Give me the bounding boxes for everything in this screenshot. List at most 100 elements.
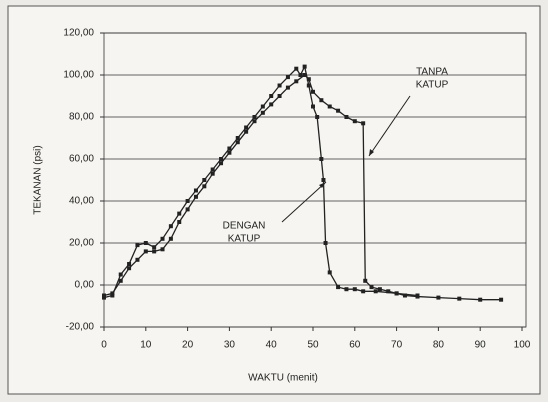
data-point	[193, 194, 198, 199]
annotation: TANPA	[416, 67, 448, 78]
data-point	[219, 157, 224, 161]
data-point	[210, 171, 215, 176]
y-axis-label: TEKANAN (psi)	[33, 145, 44, 214]
annotation-arrow	[368, 95, 411, 157]
annotation: KATUP	[416, 80, 449, 91]
data-point	[369, 285, 374, 290]
data-point	[311, 104, 315, 109]
x-tick-label: 80	[433, 340, 445, 351]
x-tick-label: 60	[349, 340, 361, 351]
data-point	[260, 110, 265, 115]
data-point	[285, 75, 290, 80]
data-point	[160, 236, 165, 241]
data-point	[352, 287, 357, 292]
data-point	[361, 289, 366, 294]
data-point	[118, 272, 123, 277]
x-tick-label: 70	[391, 340, 403, 351]
data-point	[143, 249, 148, 254]
data-point	[168, 224, 173, 229]
data-point	[235, 136, 240, 140]
data-point	[127, 262, 132, 266]
data-point	[344, 115, 349, 119]
data-point	[160, 247, 165, 252]
data-point	[269, 94, 274, 98]
y-tick-label: 100,00	[63, 70, 94, 81]
data-point	[135, 243, 140, 248]
data-point	[294, 66, 299, 71]
annotation-arrow	[281, 181, 327, 223]
data-point	[252, 119, 257, 124]
x-tick-label: 30	[224, 340, 236, 351]
data-point	[110, 291, 115, 296]
y-tick-label: 80,00	[69, 112, 94, 123]
data-point	[361, 121, 366, 126]
data-point	[252, 115, 257, 119]
data-point	[152, 245, 157, 250]
data-point	[285, 85, 290, 90]
data-point	[168, 236, 173, 241]
x-tick-label: 100	[514, 340, 531, 351]
x-axis-label: WAKTU (menit)	[248, 373, 318, 384]
data-point	[415, 293, 420, 298]
data-point	[457, 296, 462, 301]
data-point	[499, 297, 504, 302]
data-point	[127, 266, 132, 271]
data-point	[185, 207, 190, 212]
y-tick-label: 0,00	[75, 280, 95, 291]
data-point	[327, 270, 332, 275]
data-point	[336, 108, 341, 113]
data-point	[202, 178, 207, 182]
y-tick-label: 20,00	[69, 238, 94, 249]
data-point	[193, 188, 198, 193]
data-point	[102, 293, 106, 298]
data-point	[363, 278, 368, 283]
data-point	[302, 64, 307, 69]
data-point	[323, 241, 328, 245]
x-tick-label: 40	[266, 340, 278, 351]
y-tick-label: -20,00	[66, 322, 95, 333]
data-point	[302, 73, 307, 77]
annotation-arrowhead	[319, 182, 326, 188]
data-point	[177, 220, 182, 224]
data-point	[260, 104, 265, 109]
data-point	[177, 211, 182, 216]
annotation: DENGAN	[223, 221, 266, 232]
x-tick-label: 50	[307, 340, 319, 351]
data-point	[315, 115, 320, 119]
data-point	[244, 129, 249, 134]
data-point	[306, 77, 311, 82]
data-point	[352, 119, 357, 124]
data-point	[306, 83, 311, 88]
annotation-arrowhead	[369, 149, 374, 156]
data-point	[344, 287, 349, 292]
data-point	[321, 178, 326, 182]
data-point	[386, 289, 391, 294]
data-point	[277, 94, 282, 98]
data-point	[110, 293, 115, 298]
annotation: KATUP	[228, 234, 261, 245]
data-point	[377, 287, 382, 292]
data-point	[373, 289, 378, 294]
data-point	[298, 73, 303, 77]
data-point	[269, 102, 274, 107]
data-point	[235, 140, 240, 145]
data-point	[143, 241, 148, 245]
data-point	[327, 104, 332, 109]
x-tick-label: 20	[182, 340, 194, 351]
data-point	[185, 199, 190, 203]
series-line	[103, 64, 418, 299]
y-tick-label: 120,00	[63, 28, 94, 39]
data-point	[319, 157, 324, 161]
data-point	[102, 295, 106, 300]
x-tick-label: 0	[101, 340, 107, 351]
data-point	[227, 146, 232, 151]
x-tick-label: 10	[140, 340, 152, 351]
data-point	[277, 83, 282, 88]
data-point	[202, 184, 207, 189]
data-point	[319, 98, 324, 103]
data-point	[227, 150, 232, 155]
y-tick-label: 60,00	[69, 154, 94, 165]
data-point	[478, 297, 483, 302]
chart-frame	[7, 5, 541, 395]
